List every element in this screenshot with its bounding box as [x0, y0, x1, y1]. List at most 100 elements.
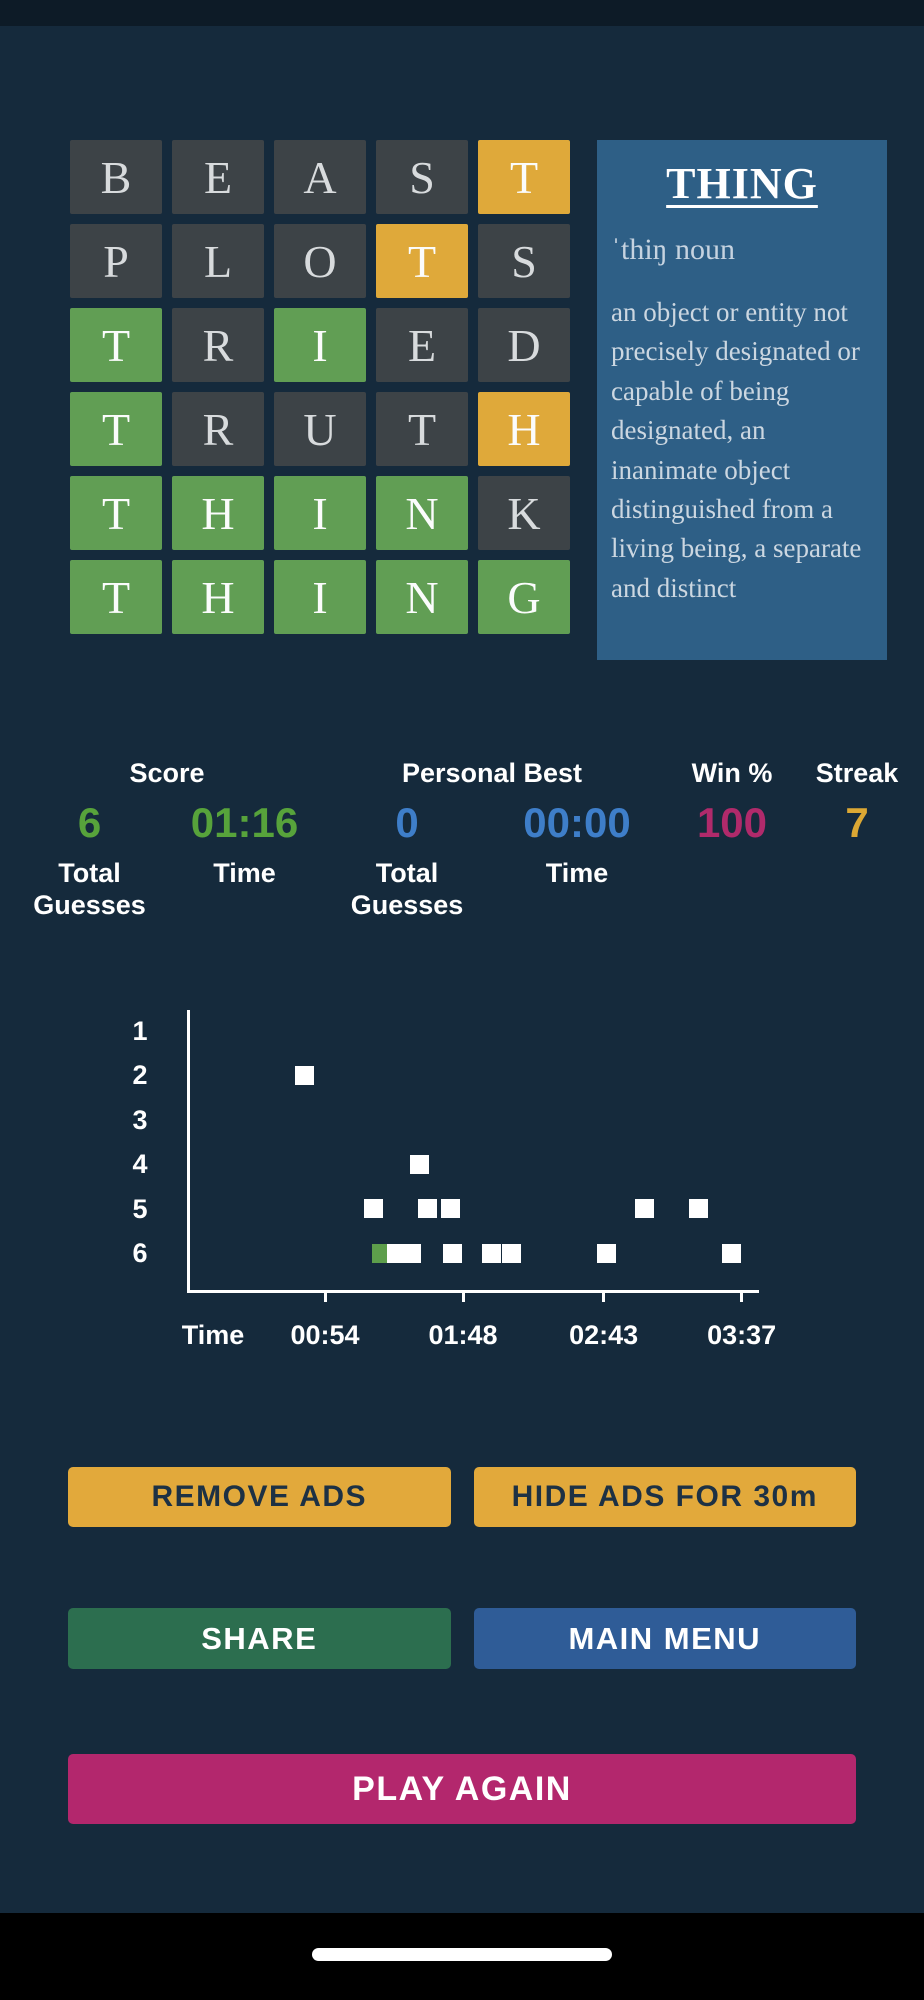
- chart-y-tick-label: 3: [132, 1104, 148, 1135]
- chart-point: [364, 1199, 384, 1219]
- stat-group-win-pct: Win % 100: [662, 758, 802, 922]
- letter-tile: T: [478, 140, 570, 214]
- letter-tile: R: [172, 392, 264, 466]
- letter-tile: S: [376, 140, 468, 214]
- chart-point: [635, 1199, 655, 1219]
- letter-tile: K: [478, 476, 570, 550]
- hide-ads-button[interactable]: HIDE ADS FOR 30m: [473, 1467, 856, 1527]
- score-header: Score: [129, 758, 205, 788]
- score-total-guesses-label: Total Guesses: [33, 858, 146, 921]
- chart-y-tick-label: 2: [132, 1060, 148, 1091]
- letter-tile: T: [70, 476, 162, 550]
- main-menu-button[interactable]: MAIN MENU: [473, 1608, 856, 1669]
- letter-tile: U: [274, 392, 366, 466]
- chart-point: [502, 1243, 522, 1263]
- chart-x-tick-label: 01:48: [428, 1320, 498, 1350]
- chart-point: [417, 1199, 437, 1219]
- home-indicator-area: [0, 1913, 924, 2000]
- score-time-value: 01:16: [190, 799, 299, 846]
- letter-tile: L: [172, 224, 264, 298]
- streak-value: 7: [845, 799, 869, 846]
- letter-tile: N: [376, 476, 468, 550]
- chart-y-tick-label: 6: [132, 1238, 148, 1268]
- letter-tile: D: [478, 308, 570, 382]
- ads-button-row: REMOVE ADS HIDE ADS FOR 30m: [68, 1467, 856, 1527]
- chart-x-tickmark: [602, 1293, 606, 1302]
- chart-point-current-game: [371, 1243, 391, 1263]
- chart-x-axis: [187, 1290, 759, 1293]
- chart-x-tickmark: [323, 1293, 327, 1302]
- win-pct-header: Win %: [691, 758, 773, 788]
- best-time-value: 00:00: [523, 799, 631, 846]
- remove-ads-button[interactable]: REMOVE ADS: [68, 1467, 451, 1527]
- letter-tile: E: [172, 140, 264, 214]
- letter-tile: T: [376, 224, 468, 298]
- chart-point: [295, 1065, 315, 1085]
- letter-tile: I: [274, 560, 366, 634]
- definition-panel: THING ˈthiŋ noun an object or entity not…: [597, 140, 887, 660]
- chart-point: [440, 1199, 460, 1219]
- letter-tile: H: [478, 392, 570, 466]
- letter-tile: T: [376, 392, 468, 466]
- stat-group-personal-best: Personal Best 0 Total Guesses 00:00 Time: [322, 758, 662, 922]
- best-total-guesses-label: Total Guesses: [350, 858, 464, 921]
- play-again-button[interactable]: PLAY AGAIN: [68, 1754, 856, 1824]
- chart-x-tick-label: 00:54: [290, 1320, 360, 1350]
- streak-header: Streak: [815, 758, 899, 788]
- definition-word: THING: [666, 159, 818, 208]
- chart-point: [387, 1243, 407, 1263]
- letter-tile: G: [478, 560, 570, 634]
- letter-tile: S: [478, 224, 570, 298]
- score-time-label: Time: [213, 858, 276, 888]
- stat-group-streak: Streak 7: [802, 758, 912, 922]
- score-total-guesses-value: 6: [77, 799, 102, 846]
- letter-tile: P: [70, 224, 162, 298]
- chart-y-tick-label: 5: [132, 1193, 148, 1224]
- letter-tile: O: [274, 224, 366, 298]
- nav-button-row: SHARE MAIN MENU: [68, 1608, 856, 1669]
- letter-tile: R: [172, 308, 264, 382]
- letter-tile: I: [274, 308, 366, 382]
- chart-point: [596, 1243, 616, 1263]
- chart-x-tickmark: [461, 1293, 465, 1302]
- win-pct-value: 100: [696, 799, 768, 846]
- letter-tile: T: [70, 560, 162, 634]
- chart-point: [721, 1243, 741, 1263]
- chart-x-axis-title: Time: [181, 1320, 245, 1350]
- stats-bar: Score 6 Total Guesses 01:16 Time Persona…: [0, 758, 924, 922]
- chart-x-tickmark: [740, 1293, 744, 1302]
- letter-tile: T: [70, 308, 162, 382]
- best-total-guesses-value: 0: [395, 799, 419, 846]
- share-button[interactable]: SHARE: [68, 1608, 451, 1669]
- letter-tile: A: [274, 140, 366, 214]
- letter-tile: T: [70, 392, 162, 466]
- chart-point: [443, 1243, 463, 1263]
- definition-text: an object or entity not precisely design…: [611, 297, 862, 603]
- personal-best-header: Personal Best: [401, 758, 583, 788]
- history-chart: Time 1 2 3 4 5 6 00:54 01:48 02:43 03:37: [0, 1000, 924, 1365]
- chart-y-axis: [187, 1010, 190, 1293]
- letter-tile: H: [172, 476, 264, 550]
- definition-pronunciation: ˈthiŋ noun: [611, 233, 735, 266]
- letter-tile: B: [70, 140, 162, 214]
- home-indicator[interactable]: [312, 1948, 612, 1961]
- chart-x-tick-label: 03:37: [707, 1320, 777, 1350]
- stat-group-score: Score 6 Total Guesses 01:16 Time: [12, 758, 322, 922]
- chart-y-tick-label: 4: [132, 1149, 148, 1180]
- chart-x-tick-label: 02:43: [569, 1320, 639, 1350]
- letter-tile: H: [172, 560, 264, 634]
- letter-tile: N: [376, 560, 468, 634]
- chart-point: [410, 1154, 430, 1174]
- letter-tile: E: [376, 308, 468, 382]
- best-time-label: Time: [545, 858, 609, 888]
- letter-tile: I: [274, 476, 366, 550]
